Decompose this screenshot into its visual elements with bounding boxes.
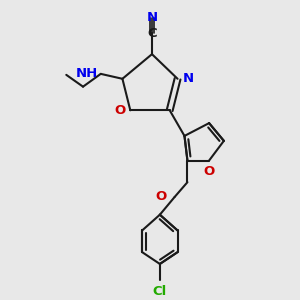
- Text: NH: NH: [76, 68, 98, 80]
- Text: O: O: [155, 190, 167, 203]
- Text: C: C: [147, 27, 157, 40]
- Text: N: N: [146, 11, 158, 24]
- Text: O: O: [203, 166, 215, 178]
- Text: O: O: [114, 104, 125, 117]
- Text: Cl: Cl: [153, 285, 167, 298]
- Text: N: N: [182, 72, 194, 85]
